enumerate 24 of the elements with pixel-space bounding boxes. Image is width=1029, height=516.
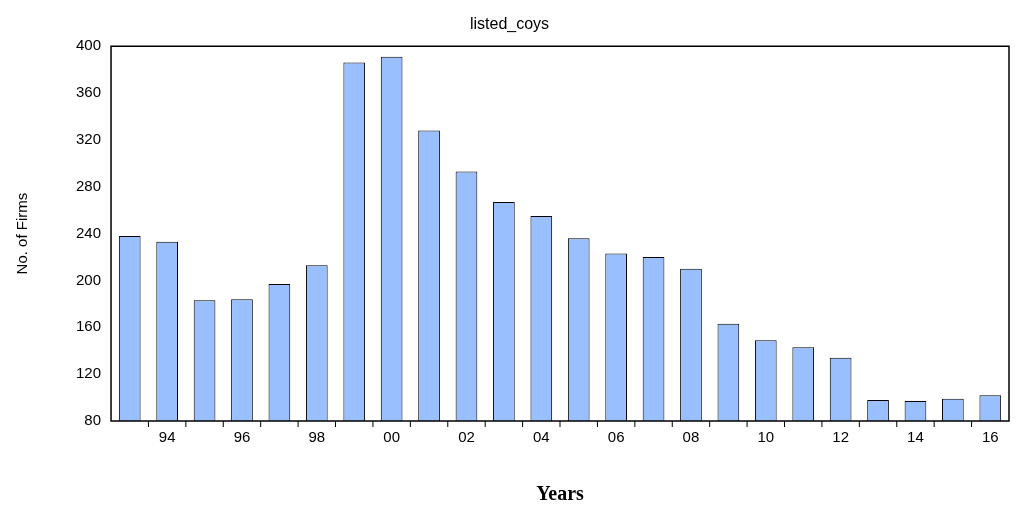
y-tick-label: 320 (76, 130, 102, 148)
x-tick-label: 16 (981, 428, 999, 446)
x-tick-label: 06 (607, 428, 625, 446)
y-tick-label: 120 (76, 364, 102, 382)
y-tick-label: 240 (76, 223, 102, 241)
x-tick-label: 08 (682, 428, 700, 446)
x-tick-label: 96 (233, 428, 251, 446)
y-axis-title: No. of Firms (13, 192, 31, 275)
x-axis-title: Years (536, 482, 585, 505)
x-tick-label: 12 (832, 428, 849, 446)
x-tick-label: 10 (757, 428, 775, 446)
x-tick-label: 00 (383, 428, 400, 446)
y-tick-label: 200 (76, 270, 102, 288)
x-tick-label: 94 (158, 428, 176, 446)
x-tick-label: 04 (532, 428, 550, 446)
x-tick-label: 02 (458, 428, 475, 446)
x-tick-label: 14 (907, 428, 924, 446)
y-tick-label: 360 (76, 83, 102, 101)
y-tick-label: 160 (76, 317, 102, 335)
chart-title: listed_coys (469, 15, 550, 34)
y-tick-label: 80 (84, 411, 102, 429)
x-tick-label: 98 (308, 428, 326, 446)
y-tick-label: 280 (76, 176, 102, 194)
y-tick-label: 400 (76, 36, 102, 54)
